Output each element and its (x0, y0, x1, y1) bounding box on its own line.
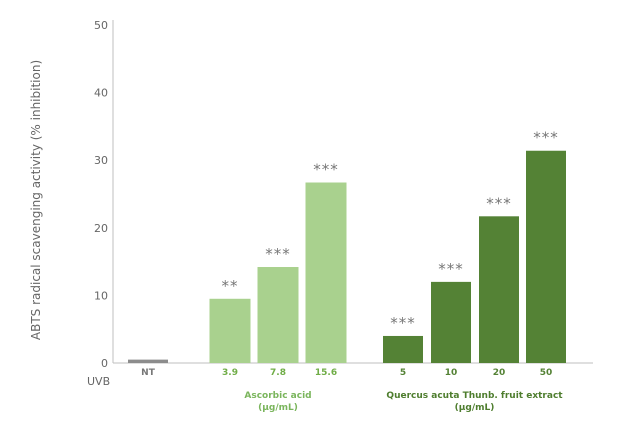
y-tick-label: 40 (94, 87, 108, 100)
x-tick-label: 7.8 (270, 368, 286, 378)
bar-5 (383, 335, 423, 363)
x-tick-label: 50 (540, 368, 553, 378)
bar-3.9 (209, 298, 251, 363)
x-tick-label: 3.9 (222, 368, 238, 378)
group-label: Quercus acuta Thunb. fruit extract (386, 391, 563, 401)
y-tick-label: 10 (94, 289, 108, 302)
y-axis-label: ABTS radical scavenging activity (% inhi… (29, 60, 43, 340)
group-label: Ascorbic acid (244, 391, 311, 401)
bar-15.6 (305, 182, 347, 363)
y-tick-label: 20 (94, 222, 108, 235)
bar-50 (526, 150, 566, 363)
uvb-row-label: UVB (87, 375, 110, 388)
group-labels: Ascorbic acid (μg/mL) Quercus acuta Thunb.… (244, 391, 563, 413)
x-tick-label: 5 (400, 368, 406, 378)
significance-label: *** (265, 245, 291, 263)
significance-label: *** (438, 260, 464, 278)
group-unit-label: (μg/mL) (258, 403, 298, 413)
significance-label: ** (222, 277, 239, 295)
y-tick-label: 30 (94, 154, 108, 167)
significance-label: *** (533, 129, 559, 147)
group-unit-label: (μg/mL) (455, 403, 495, 413)
x-tick-label: NT (141, 368, 156, 378)
x-tick-label: 20 (493, 368, 506, 378)
y-tick-label: 0 (101, 357, 108, 370)
significance-label: *** (486, 194, 512, 212)
bar-NT (128, 359, 168, 363)
bar-20 (479, 216, 519, 363)
bar-10 (431, 281, 471, 363)
significance-label: *** (390, 314, 416, 332)
bars: ******************** (128, 129, 566, 363)
x-tick-label: 15.6 (315, 368, 337, 378)
x-tick-labels: NT 3.9 7.8 15.6 5 10 20 50 (141, 368, 552, 378)
bar-7.8 (257, 267, 299, 363)
significance-label: *** (313, 161, 339, 179)
x-tick-label: 10 (445, 368, 458, 378)
y-tick-label: 50 (94, 19, 108, 32)
